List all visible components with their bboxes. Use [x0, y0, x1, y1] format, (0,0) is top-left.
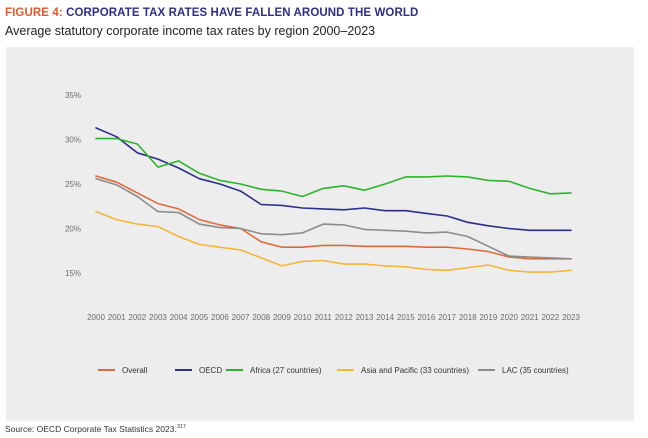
x-tick-label: 2001	[108, 313, 126, 322]
x-tick-label: 2017	[438, 313, 456, 322]
x-tick-label: 2004	[170, 313, 188, 322]
figure-number: FIGURE 4:	[5, 7, 63, 19]
y-tick-label: 15%	[65, 269, 81, 278]
x-tick-label: 2000	[87, 313, 105, 322]
x-tick-label: 2014	[376, 313, 394, 322]
x-tick-label: 2015	[397, 313, 415, 322]
x-tick-label: 2022	[541, 313, 559, 322]
series-line-asia-and-pacific-33-countries	[95, 210, 572, 273]
y-tick-label: 30%	[65, 136, 81, 145]
source-text: Source: OECD Corporate Tax Statistics 20…	[5, 424, 177, 434]
y-tick-label: 35%	[65, 91, 81, 100]
legend-label-overall: Overall	[122, 366, 148, 375]
x-tick-label: 2016	[418, 313, 436, 322]
x-tick-label: 2011	[315, 313, 333, 322]
x-tick-label: 2023	[562, 313, 580, 322]
figure-title-text: CORPORATE TAX RATES HAVE FALLEN AROUND T…	[66, 7, 419, 19]
x-tick-label: 2009	[273, 313, 291, 322]
series-line-oecd	[95, 127, 572, 232]
line-chart: 15%20%25%30%35%2000 2001 2002 2003 2004 2005 2…	[65, 91, 580, 375]
x-tick-label: 2008	[252, 313, 270, 322]
y-tick-label: 25%	[65, 180, 81, 189]
x-tick-label: 2020	[500, 313, 518, 322]
figure-subtitle: Average statutory corporate income tax r…	[5, 24, 376, 38]
x-tick-label: 2018	[459, 313, 477, 322]
figure-title: FIGURE 4: CORPORATE TAX RATES HAVE FALLE…	[5, 7, 418, 19]
source-note: Source: OECD Corporate Tax Statistics 20…	[5, 424, 186, 434]
x-tick-label: 2003	[149, 313, 167, 322]
x-tick-label: 2021	[521, 313, 539, 322]
series-line-overall	[95, 175, 572, 260]
series-line-lac-35-countries	[95, 177, 572, 260]
x-tick-label: 2002	[128, 313, 146, 322]
source-footnote: 317	[176, 424, 186, 431]
x-tick-label: 2007	[232, 313, 250, 322]
legend-label-africa-27-countries: Africa (27 countries)	[250, 366, 322, 375]
series-line-africa-27-countries	[95, 137, 572, 198]
x-tick-label: 2010	[294, 313, 312, 322]
x-tick-label: 2013	[356, 313, 374, 322]
legend-label-lac-35-countries: LAC (35 countries)	[502, 366, 569, 375]
y-tick-label: 20%	[65, 225, 81, 234]
x-tick-label: 2006	[211, 313, 229, 322]
x-tick-label: 2012	[335, 313, 353, 322]
x-tick-label: 2005	[190, 313, 208, 322]
legend-label-asia-and-pacific-33-countries: Asia and Pacific (33 countries)	[361, 366, 469, 375]
chart-panel: 15% 20% 25% 30% 35% 2000 2001 2002 2003 2004 2005 2…	[6, 47, 634, 421]
x-tick-label: 2019	[479, 313, 497, 322]
legend-label-oecd: OECD	[199, 366, 222, 375]
